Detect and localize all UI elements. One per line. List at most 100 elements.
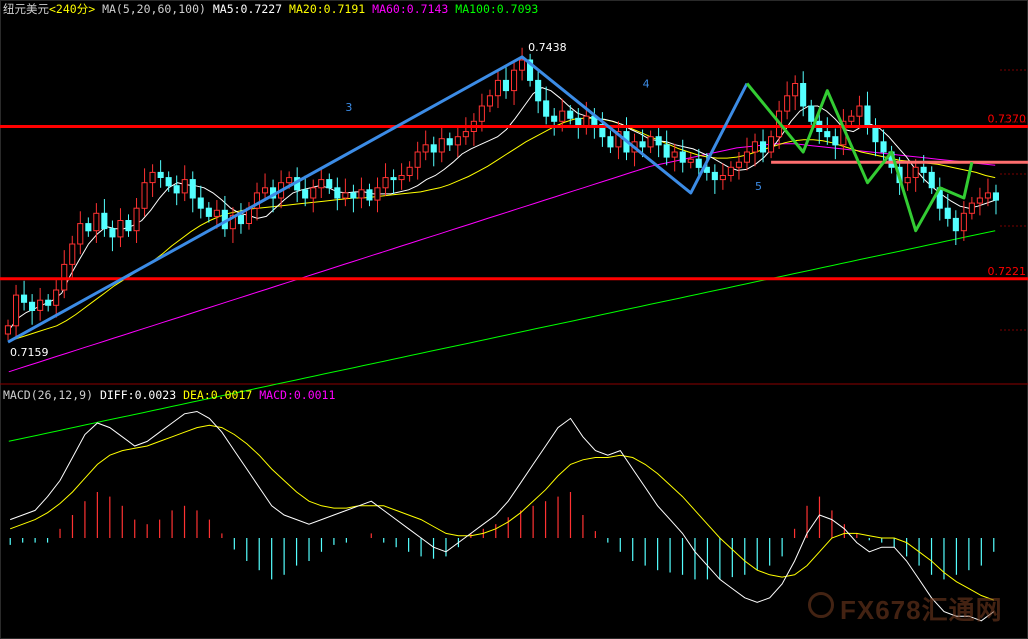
candle-body-23 xyxy=(189,179,196,199)
candle-body-48 xyxy=(390,177,397,181)
watermark-logo-icon xyxy=(808,592,834,618)
candle-body-93 xyxy=(751,141,759,153)
candle-body-21 xyxy=(173,185,180,194)
candle-body-52 xyxy=(422,144,429,153)
candle-body-1 xyxy=(13,294,20,327)
candle-body-60 xyxy=(486,95,493,107)
macd-hist-value: MACD:0.0011 xyxy=(259,388,336,402)
candle-body-69 xyxy=(559,110,566,122)
candle-body-61 xyxy=(494,79,501,97)
candle-body-97 xyxy=(784,95,791,112)
candle-body-54 xyxy=(438,138,445,153)
candle-body-89 xyxy=(719,175,726,181)
candle-body-3 xyxy=(29,301,36,311)
candle-body-2 xyxy=(21,294,28,303)
candle-body-26 xyxy=(213,209,220,217)
candle-body-6 xyxy=(53,289,60,306)
ma20-line xyxy=(8,117,996,342)
candle-body-39 xyxy=(318,179,325,189)
ma60-value: MA60:0.7143 xyxy=(372,2,449,16)
candle-body-103 xyxy=(832,136,839,146)
candle-body-62 xyxy=(502,79,509,92)
candle-body-9 xyxy=(77,223,84,245)
period-label: <240分> xyxy=(49,2,96,16)
resistance-price-label: 0.7370 xyxy=(988,112,1027,125)
candle-body-94 xyxy=(760,141,767,153)
candle-body-51 xyxy=(414,151,421,168)
candle-body-107 xyxy=(864,105,871,127)
candle-body-14 xyxy=(117,220,124,238)
candle-body-91 xyxy=(735,161,743,168)
low-price-label: 0.7159 xyxy=(10,346,49,359)
candle-body-19 xyxy=(157,171,164,178)
ma5-line xyxy=(7,87,996,332)
candle-body-37 xyxy=(302,189,309,199)
symbol-name: 纽元美元 xyxy=(3,2,49,16)
macd-diff-line xyxy=(10,410,995,622)
candle-body-5 xyxy=(45,299,52,306)
candle-body-10 xyxy=(85,223,92,232)
wave-label-4: 4 xyxy=(643,78,650,91)
candle-body-68 xyxy=(551,115,558,122)
candle-body-47 xyxy=(382,177,389,189)
candle-body-105 xyxy=(848,115,855,122)
candle-body-44 xyxy=(358,189,365,199)
candle-body-11 xyxy=(93,212,100,232)
candle-body-121 xyxy=(976,197,983,204)
candle-body-13 xyxy=(109,228,116,238)
candle-body-56 xyxy=(454,136,461,146)
candle-body-66 xyxy=(535,79,542,102)
candle-body-63 xyxy=(511,69,518,92)
candle-body-15 xyxy=(125,220,132,232)
candle-body-95 xyxy=(768,136,775,153)
candle-body-67 xyxy=(543,100,550,117)
macd-diff-value: DIFF:0.0023 xyxy=(99,388,177,402)
candle-body-92 xyxy=(743,151,751,163)
candle-body-88 xyxy=(711,171,718,181)
peak-price-label: 0.7438 xyxy=(528,41,567,54)
candle-body-29 xyxy=(237,214,244,225)
candle-body-75 xyxy=(607,136,614,148)
candle-body-113 xyxy=(912,166,919,179)
candle-body-43 xyxy=(350,192,357,199)
candle-body-76 xyxy=(615,131,622,148)
candle-body-117 xyxy=(944,207,951,219)
candle-body-42 xyxy=(342,192,349,199)
candle-body-4 xyxy=(37,299,44,311)
candle-body-0 xyxy=(4,325,11,335)
candle-body-12 xyxy=(101,212,108,230)
candle-body-53 xyxy=(430,144,437,153)
candle-body-57 xyxy=(462,131,469,138)
watermark: FX678汇通网 xyxy=(840,595,1003,625)
candle-body-25 xyxy=(205,207,212,217)
candle-body-120 xyxy=(968,202,975,214)
candle-body-65 xyxy=(527,59,534,81)
ma100-value: MA100:0.7093 xyxy=(455,2,539,16)
candle-body-18 xyxy=(149,171,156,184)
candle-body-81 xyxy=(655,136,662,146)
candle-body-17 xyxy=(141,182,148,209)
candle-body-16 xyxy=(133,207,140,232)
candle-body-7 xyxy=(61,263,68,291)
candle-body-50 xyxy=(406,166,413,177)
candle-body-90 xyxy=(727,166,734,177)
candle-body-41 xyxy=(334,187,341,199)
candle-body-99 xyxy=(800,83,807,107)
candle-body-49 xyxy=(398,175,405,181)
candle-body-45 xyxy=(366,189,373,201)
candle-body-115 xyxy=(928,171,935,189)
macd-dea-line xyxy=(10,424,994,601)
ma5-value: MA5:0.7227 xyxy=(212,2,283,16)
wave-label-5: 5 xyxy=(755,180,762,193)
wave-label-3: 3 xyxy=(345,101,352,114)
candle-body-106 xyxy=(856,105,863,117)
candle-body-22 xyxy=(181,179,188,194)
macd-dea-value: DEA:0.0017 xyxy=(183,388,253,402)
candle-body-100 xyxy=(808,105,815,122)
chart-header: 纽元美元<240分> MA(5,20,60,100) MA5:0.7227 MA… xyxy=(3,1,538,17)
candle-body-79 xyxy=(639,141,646,148)
candle-body-80 xyxy=(647,136,654,148)
support-price-label: 0.7221 xyxy=(988,265,1027,278)
candle-body-109 xyxy=(880,141,887,153)
